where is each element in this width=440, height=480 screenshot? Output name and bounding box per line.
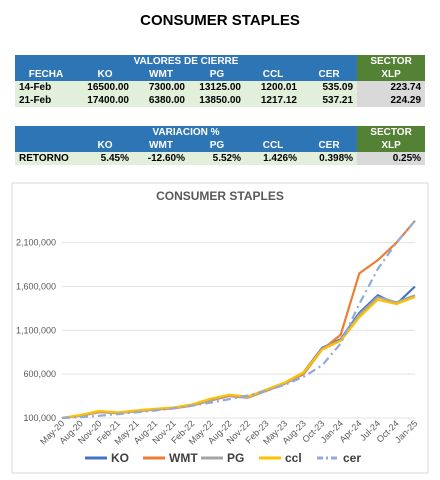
cell: RETORNO	[15, 152, 77, 165]
cell: 224.29	[357, 94, 426, 107]
cell: 1.426%	[245, 152, 301, 165]
legend-label: PG	[227, 451, 244, 465]
cell: 21-Feb	[15, 94, 77, 107]
column-header: WMT	[133, 68, 189, 81]
group-header: VARIACION %	[15, 126, 358, 139]
chart-frame	[11, 182, 429, 474]
y-tick-label: 600,000	[23, 369, 56, 379]
cell: 17400.00	[77, 94, 133, 107]
header-cell	[15, 139, 77, 152]
cell: 5.45%	[77, 152, 133, 165]
series-line	[61, 220, 416, 420]
column-row: FECHA KO WMT PG CCL CER XLP	[15, 68, 426, 81]
cell: 6380.00	[133, 94, 189, 107]
column-header: PG	[189, 68, 245, 81]
variation-table: VARIACION % SECTOR KO WMT PG CCL CER XLP RETORNO…	[15, 126, 426, 165]
data-row: RETORNO 5.45% -12.60% 5.52% 1.426% 0.398% 0.25…	[15, 152, 426, 165]
column-header: FECHA	[15, 68, 77, 81]
header-row: VALORES DE CIERRE SECTOR	[15, 55, 426, 68]
cell: 537.21	[301, 94, 358, 107]
cell: 16500.00	[77, 81, 133, 94]
data-row: 21-Feb 17400.00 6380.00 13850.00 1217.12 537.…	[15, 94, 426, 107]
column-header: XLP	[357, 139, 426, 152]
legend-label: ccl	[285, 451, 302, 465]
cell: -12.60%	[133, 152, 189, 165]
data-row: 14-Feb 16500.00 7300.00 13125.00 1200.01 535.…	[15, 81, 426, 94]
column-header: CER	[301, 68, 358, 81]
column-header: CCL	[245, 139, 301, 152]
cell: 14-Feb	[15, 81, 77, 94]
sector-header: SECTOR	[357, 126, 426, 139]
y-tick-label: 1,600,000	[16, 282, 56, 292]
column-header: KO	[77, 68, 133, 81]
cell: 13850.00	[189, 94, 245, 107]
cell: 223.74	[357, 81, 426, 94]
chart-title: CONSUMER STAPLES	[156, 189, 284, 203]
y-tick-label: 1,100,000	[16, 325, 56, 335]
group-header: VALORES DE CIERRE	[15, 55, 358, 68]
column-header: CCL	[245, 68, 301, 81]
cell: 535.09	[301, 81, 358, 94]
column-header: CER	[301, 139, 358, 152]
y-tick-label: 2,100,000	[16, 238, 56, 248]
series-line	[61, 295, 416, 420]
column-header: PG	[189, 139, 245, 152]
cell: 0.25%	[357, 152, 426, 165]
header-row: VARIACION % SECTOR	[15, 126, 426, 139]
legend-label: WMT	[169, 451, 198, 465]
cell: 1200.01	[245, 81, 301, 94]
cell: 0.398%	[301, 152, 358, 165]
cell: 5.52%	[189, 152, 245, 165]
y-tick-label: 100,000	[23, 413, 56, 423]
page-title: CONSUMER STAPLES	[140, 12, 300, 29]
column-header: XLP	[357, 68, 426, 81]
cell: 1217.12	[245, 94, 301, 107]
column-header: WMT	[133, 139, 189, 152]
closing-table: VALORES DE CIERRE SECTOR FECHA KO WMT PG CCL CE…	[15, 55, 426, 107]
column-row: KO WMT PG CCL CER XLP	[15, 139, 426, 152]
sector-header: SECTOR	[357, 55, 426, 68]
cell: 7300.00	[133, 81, 189, 94]
legend-label: KO	[111, 451, 129, 465]
column-header: KO	[77, 139, 133, 152]
legend-label: cer	[343, 451, 361, 465]
cell: 13125.00	[189, 81, 245, 94]
